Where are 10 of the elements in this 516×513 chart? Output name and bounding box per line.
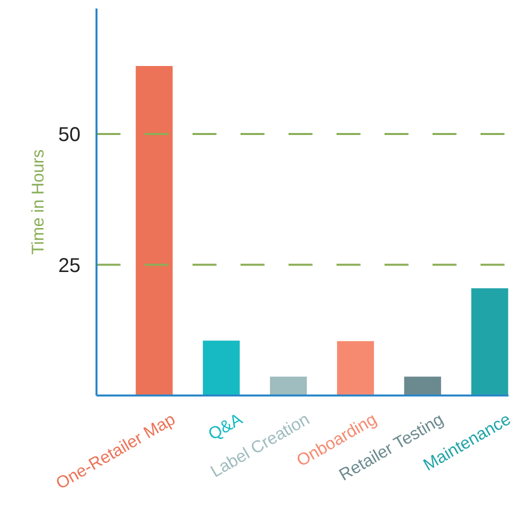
y-tick-label: 25 <box>58 254 81 277</box>
y-tick-label: 50 <box>58 124 81 146</box>
bar <box>471 288 508 396</box>
bar <box>270 376 307 396</box>
bar <box>202 340 240 396</box>
bar <box>404 376 442 396</box>
bar <box>136 66 173 396</box>
y-axis-title: Time in Hours <box>28 149 48 255</box>
x-tick-label: Q&A <box>204 409 246 444</box>
bar <box>337 341 374 396</box>
